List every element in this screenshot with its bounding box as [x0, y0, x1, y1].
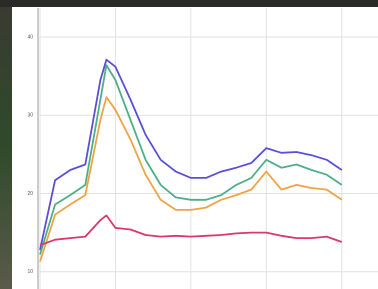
chart: 10 20 30 40 [0, 0, 378, 289]
y-tick-label: 20 [27, 191, 33, 197]
page: 10203040 (() => { const data = JSON.pars… [0, 0, 378, 289]
y-tick-label: 10 [27, 269, 33, 275]
top-bar [0, 0, 378, 7]
y-tick-label: 30 [27, 113, 33, 119]
background [0, 0, 378, 289]
y-tick-label: 40 [27, 34, 33, 40]
photo-strip [0, 0, 12, 289]
